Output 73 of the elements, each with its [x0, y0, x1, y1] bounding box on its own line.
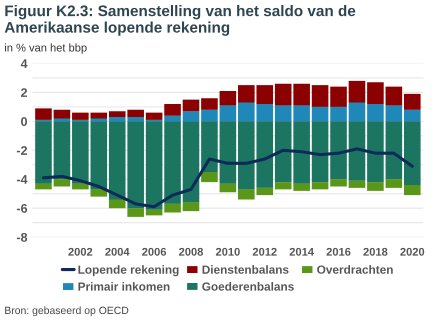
line-series — [42, 147, 414, 208]
bar — [90, 112, 108, 118]
bar — [220, 105, 236, 122]
bar — [146, 121, 162, 210]
text: Bron: gebaseerd op OECD — [5, 306, 128, 316]
bar — [146, 210, 162, 216]
bar — [274, 121, 292, 182]
bar — [386, 86, 402, 106]
bar — [127, 208, 144, 217]
x-tick-label: 2010 — [216, 248, 240, 256]
bar — [293, 184, 310, 191]
x-tick-label: 2006 — [142, 248, 166, 256]
chart-title: Figuur K2.3: Samenstelling van het saldo van de Amerikaanse lopende rekening — [4, 5, 356, 36]
bar — [238, 85, 255, 103]
x-tick-label: 2008 — [179, 248, 204, 256]
bar — [404, 185, 421, 196]
bar — [201, 172, 218, 182]
bar — [404, 94, 421, 110]
bar — [108, 111, 126, 118]
x-tick-label: 2012 — [252, 248, 277, 256]
x-tick-label: 2014 — [290, 248, 314, 256]
bar — [220, 121, 236, 184]
bar — [256, 121, 274, 188]
bar — [256, 85, 274, 104]
bar — [256, 188, 274, 196]
bar — [274, 105, 292, 122]
y-tick-label: 4 — [20, 59, 28, 68]
legend-label: Primair inkomen — [78, 282, 170, 291]
bar — [238, 102, 255, 122]
y-tick-label: -4 — [16, 175, 28, 184]
legend-label: Lopende rekening — [78, 265, 179, 276]
x-tick-label: 2018 — [363, 248, 388, 256]
bar — [127, 117, 144, 122]
bar — [108, 117, 126, 122]
y-tick-label: 0 — [21, 117, 28, 126]
bar — [274, 182, 292, 190]
chart-subtitle: in % van het bbp — [5, 43, 87, 54]
bar — [90, 121, 108, 190]
y-tick-label: 2 — [21, 88, 28, 97]
bar — [90, 118, 108, 122]
legend-label: Overdrachten — [317, 265, 393, 274]
bar — [220, 90, 236, 106]
bar — [293, 105, 310, 122]
bar — [386, 105, 402, 122]
bar — [72, 184, 89, 190]
y-tick-label: -6 — [16, 204, 28, 213]
bar — [238, 189, 255, 200]
bar — [404, 121, 421, 186]
y-tick-label: -8 — [16, 232, 28, 242]
bar — [386, 179, 402, 188]
bar — [220, 184, 236, 192]
x-tick-label: 2002 — [68, 248, 92, 256]
x-tick-label: 2016 — [326, 248, 350, 256]
bar — [108, 121, 126, 200]
bar — [108, 200, 126, 208]
bar — [256, 104, 274, 122]
bar — [386, 121, 402, 180]
y-tick-label: -2 — [16, 146, 28, 155]
x-tick-label: 2020 — [400, 248, 424, 256]
bar — [72, 112, 89, 120]
x-tick-label: 2004 — [105, 248, 130, 256]
bar — [127, 121, 144, 208]
bar — [274, 84, 292, 106]
bar — [90, 189, 108, 197]
bar — [238, 121, 255, 190]
bar — [72, 121, 89, 184]
bar — [127, 110, 144, 118]
bar — [146, 112, 162, 120]
bar — [293, 121, 310, 184]
legend-label: Dienstenbalans — [202, 265, 289, 274]
bar — [404, 110, 421, 122]
bar — [293, 84, 310, 106]
legend-label: Goederenbalans — [202, 282, 294, 291]
